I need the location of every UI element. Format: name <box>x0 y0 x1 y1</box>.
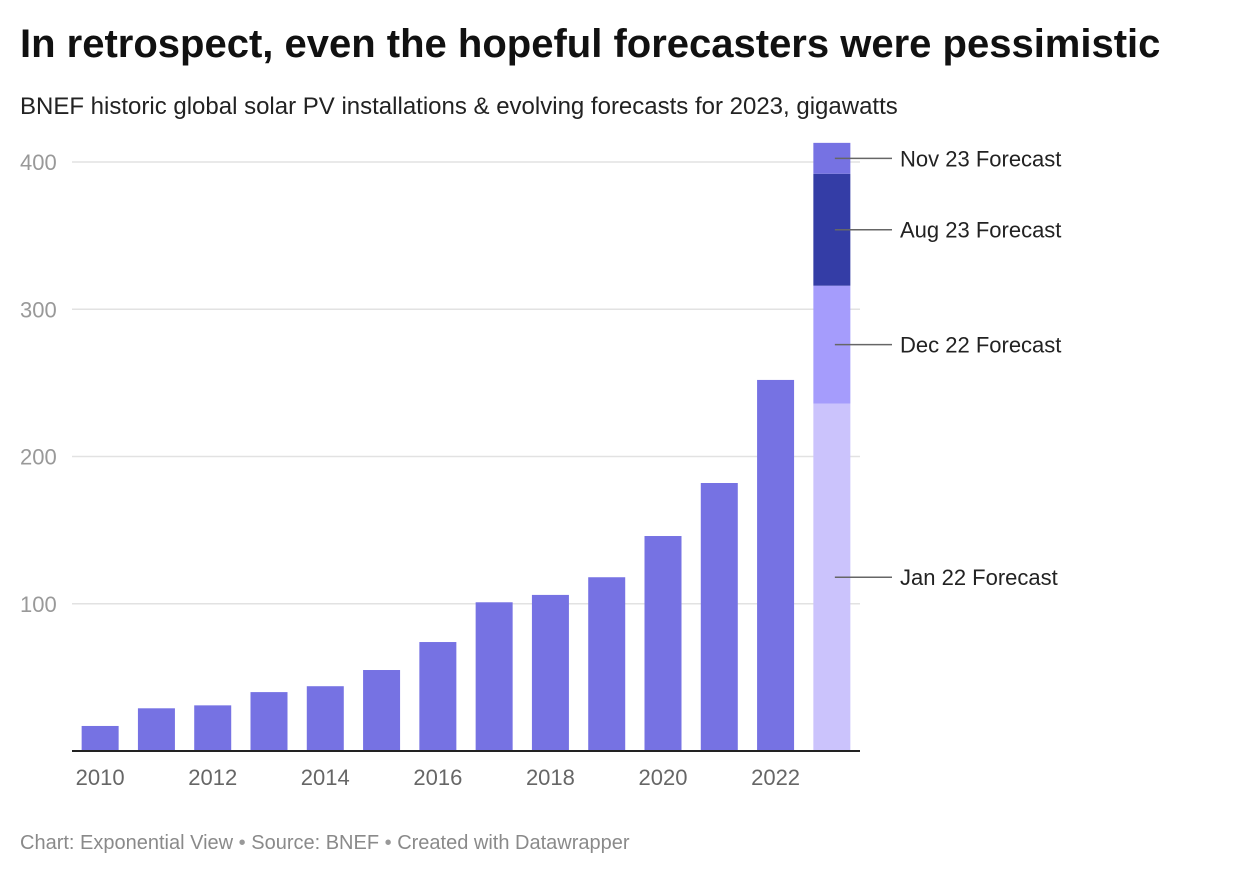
bar-2017 <box>475 602 513 751</box>
forecast-annotations: Jan 22 Forecast Dec 22 Forecast Aug 23 For… <box>834 146 1061 590</box>
bar-2021 <box>700 483 738 751</box>
gridlines <box>72 161 860 605</box>
bar-2011 <box>137 708 175 751</box>
x-tick-label: 2010 <box>76 765 125 790</box>
bar-2022 <box>757 379 795 751</box>
y-tick-label: 100 <box>20 592 57 617</box>
bar-2013 <box>250 692 288 751</box>
footer-separator: • <box>238 832 246 854</box>
chart-credit: Chart: Exponential View <box>20 832 234 854</box>
y-tick-label: 300 <box>20 297 57 322</box>
x-axis-ticks: 2010 2012 2014 2016 2018 2020 2022 <box>76 765 800 790</box>
bar-2018 <box>531 594 569 751</box>
x-tick-label: 2012 <box>188 765 237 790</box>
y-axis-ticks: 100 200 300 400 <box>20 150 57 617</box>
x-tick-label: 2016 <box>413 765 462 790</box>
bar-2015 <box>363 670 401 751</box>
bar-2012 <box>194 705 232 751</box>
footer-separator: • <box>384 832 392 854</box>
chart-title: In retrospect, even the hopeful forecast… <box>20 22 1161 66</box>
bar-2014 <box>306 686 344 751</box>
forecast-stack <box>813 142 851 751</box>
x-tick-label: 2018 <box>526 765 575 790</box>
bar-2016 <box>419 642 457 751</box>
bar-2020 <box>644 536 682 751</box>
x-tick-label: 2022 <box>751 765 800 790</box>
bar-2019 <box>588 577 626 751</box>
forecast-label: Nov 23 Forecast <box>900 146 1061 171</box>
bar-2010 <box>81 725 119 751</box>
tool-credit: Created with Datawrapper <box>397 832 630 854</box>
source-credit: Source: BNEF <box>251 832 380 854</box>
bars <box>81 379 795 751</box>
x-tick-label: 2020 <box>639 765 688 790</box>
forecast-label: Aug 23 Forecast <box>900 218 1061 243</box>
x-tick-label: 2014 <box>301 765 350 790</box>
y-tick-label: 200 <box>20 445 57 470</box>
forecast-label: Jan 22 Forecast <box>900 565 1058 590</box>
chart-footer: Chart: Exponential View • Source: BNEF •… <box>20 832 630 855</box>
forecast-label: Dec 22 Forecast <box>900 333 1061 358</box>
chart-subtitle: BNEF historic global solar PV installati… <box>20 93 898 120</box>
y-tick-label: 400 <box>20 150 57 175</box>
